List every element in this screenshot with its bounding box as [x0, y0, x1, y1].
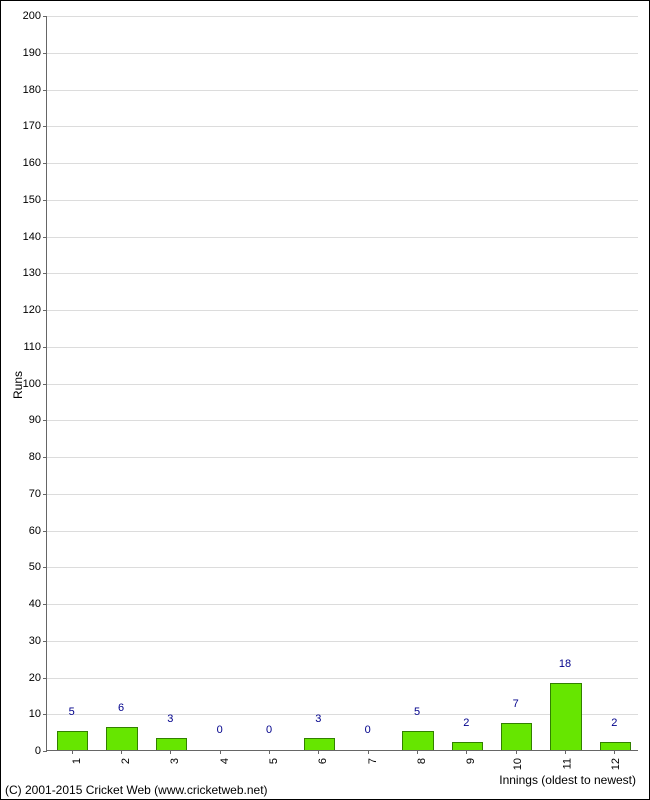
bar-value-label: 3: [315, 713, 321, 725]
y-tick-label: 180: [23, 84, 47, 96]
gridline: [47, 531, 638, 532]
gridline: [47, 237, 638, 238]
y-tick-label: 190: [23, 47, 47, 59]
y-tick-label: 80: [29, 451, 47, 463]
x-tick-label: 1: [69, 758, 83, 764]
y-tick-label: 20: [29, 672, 47, 684]
y-tick-label: 130: [23, 267, 47, 279]
bar: [106, 727, 138, 750]
bar-value-label: 18: [559, 658, 571, 670]
bar-value-label: 0: [365, 724, 371, 736]
y-tick-label: 150: [23, 194, 47, 206]
x-tick-label: 2: [118, 758, 132, 764]
x-tick-label: 5: [266, 758, 280, 764]
bar-value-label: 2: [463, 717, 469, 729]
bar-value-label: 3: [167, 713, 173, 725]
x-axis-label: Innings (oldest to newest): [499, 773, 636, 787]
x-tick-label: 3: [167, 758, 181, 764]
gridline: [47, 200, 638, 201]
bar: [600, 742, 632, 750]
x-tick: [614, 750, 615, 754]
x-tick-label: 7: [365, 758, 379, 764]
bar: [156, 738, 188, 750]
gridline: [47, 16, 638, 17]
y-tick-label: 140: [23, 231, 47, 243]
y-tick-label: 160: [23, 157, 47, 169]
gridline: [47, 310, 638, 311]
copyright-footer: (C) 2001-2015 Cricket Web (www.cricketwe…: [5, 783, 268, 797]
y-tick-label: 0: [35, 745, 47, 757]
gridline: [47, 678, 638, 679]
y-tick-label: 170: [23, 120, 47, 132]
gridline: [47, 163, 638, 164]
gridline: [47, 90, 638, 91]
gridline: [47, 604, 638, 605]
bar-value-label: 5: [69, 706, 75, 718]
bar: [57, 731, 89, 750]
gridline: [47, 53, 638, 54]
x-tick-label: 8: [414, 758, 428, 764]
y-axis-label: Runs: [11, 370, 25, 398]
bar-value-label: 0: [266, 724, 272, 736]
gridline: [47, 457, 638, 458]
bar: [550, 683, 582, 750]
x-tick: [417, 750, 418, 754]
x-tick: [170, 750, 171, 754]
gridline: [47, 641, 638, 642]
y-tick-label: 100: [23, 378, 47, 390]
x-tick-label: 4: [217, 758, 231, 764]
bar-value-label: 7: [513, 698, 519, 710]
y-tick-label: 200: [23, 10, 47, 22]
bar-value-label: 5: [414, 706, 420, 718]
bar: [304, 738, 336, 750]
bar: [402, 731, 434, 750]
x-tick-label: 6: [315, 758, 329, 764]
x-tick-label: 12: [608, 758, 622, 770]
x-tick: [516, 750, 517, 754]
x-tick: [269, 750, 270, 754]
y-tick-label: 70: [29, 488, 47, 500]
x-tick-label: 11: [559, 758, 573, 769]
gridline: [47, 494, 638, 495]
x-tick: [121, 750, 122, 754]
x-tick: [220, 750, 221, 754]
y-tick-label: 40: [29, 598, 47, 610]
x-tick-label: 10: [510, 758, 524, 770]
y-tick-label: 110: [23, 341, 47, 353]
x-tick: [368, 750, 369, 754]
y-tick-label: 120: [23, 304, 47, 316]
y-tick-label: 90: [29, 414, 47, 426]
gridline: [47, 347, 638, 348]
chart-container: 0102030405060708090100110120130140150160…: [0, 0, 650, 800]
gridline: [47, 126, 638, 127]
y-tick-label: 30: [29, 635, 47, 647]
gridline: [47, 420, 638, 421]
y-tick-label: 60: [29, 525, 47, 537]
x-tick: [565, 750, 566, 754]
gridline: [47, 273, 638, 274]
plot-area: 0102030405060708090100110120130140150160…: [46, 16, 638, 751]
bar-value-label: 0: [217, 724, 223, 736]
bar-value-label: 2: [611, 717, 617, 729]
y-tick-label: 50: [29, 561, 47, 573]
gridline: [47, 567, 638, 568]
y-tick-label: 10: [29, 708, 47, 720]
x-tick-label: 9: [463, 758, 477, 764]
gridline: [47, 384, 638, 385]
x-tick: [318, 750, 319, 754]
bar-value-label: 6: [118, 702, 124, 714]
bar: [501, 723, 533, 750]
x-tick: [466, 750, 467, 754]
bar: [452, 742, 484, 750]
x-tick: [72, 750, 73, 754]
